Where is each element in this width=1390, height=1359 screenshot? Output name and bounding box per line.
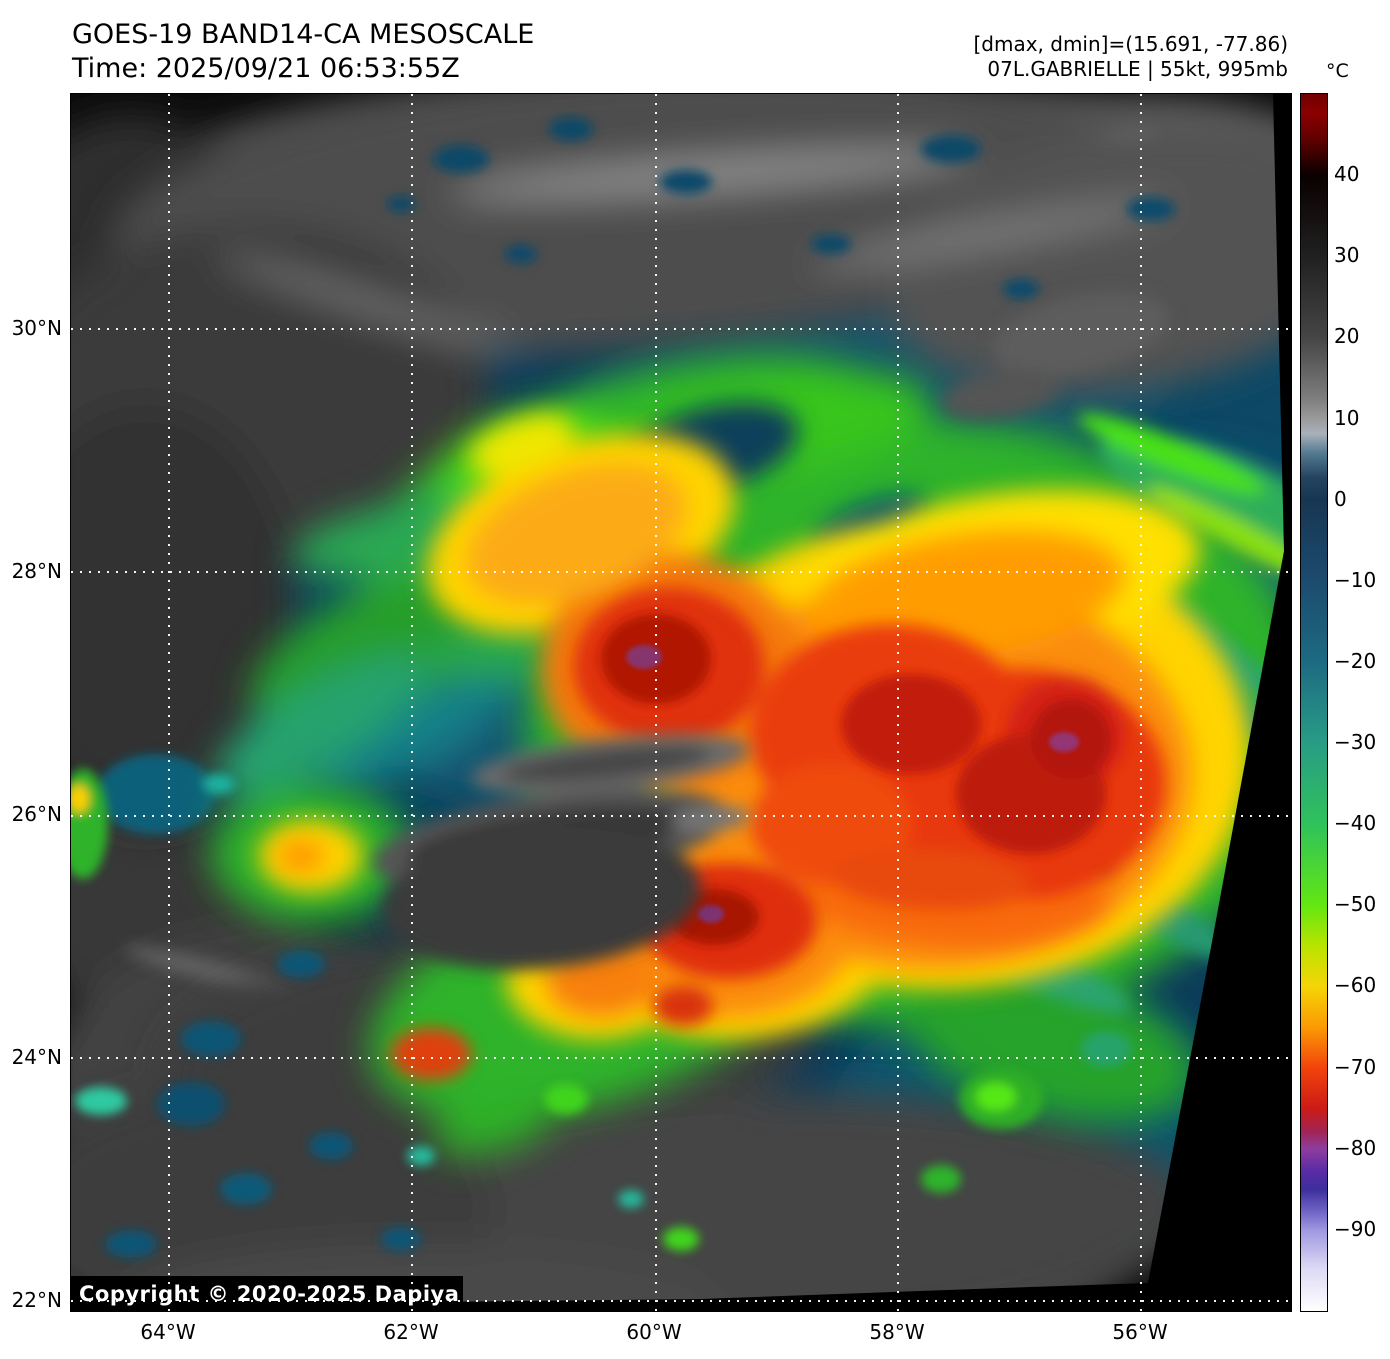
colorbar-tick-label: −10 [1334, 567, 1377, 592]
storm-status-readout: 07L.GABRIELLE | 55kt, 995mb [987, 57, 1288, 81]
copyright-text: Copyright © 2020-2025 Dapiya [79, 1282, 460, 1306]
dmax-dmin-readout: [dmax, dmin]=(15.691, -77.86) [973, 32, 1288, 56]
lon-tick-label: 60°W [626, 1320, 682, 1344]
satellite-image [71, 94, 1291, 1311]
satellite-map: Copyright © 2020-2025 Dapiya [70, 93, 1292, 1312]
page-title: GOES-19 BAND14-CA MESOSCALE [72, 19, 535, 50]
small-convective-cells [71, 769, 1131, 1251]
no-data-mask [71, 94, 1291, 1311]
colorbar-tick-label: −90 [1334, 1216, 1377, 1241]
timestamp: Time: 2025/09/21 06:53:55Z [72, 53, 460, 84]
lat-tick-label: 26°N [11, 802, 62, 826]
colorbar-tick-label: −60 [1334, 973, 1377, 998]
latitude-axis: 30°N 28°N 26°N 24°N 22°N [0, 93, 62, 1312]
colorbar-tick-label: 40 [1334, 162, 1360, 187]
annotation-block: [dmax, dmin]=(15.691, -77.86) 07L.GABRIE… [890, 32, 1288, 82]
colorbar-tick-label: 20 [1334, 324, 1360, 349]
colorbar-tick-label: −50 [1334, 892, 1377, 917]
longitude-axis: 64°W 62°W 60°W 58°W 56°W [70, 1320, 1290, 1346]
colorbar-tick-label: −20 [1334, 648, 1377, 673]
small-blue-cloud-patches [96, 117, 1175, 1258]
colorbar-tick-label: 10 [1334, 405, 1360, 430]
colorbar-tick-label: −70 [1334, 1054, 1377, 1079]
colorbar-tick-label: 30 [1334, 243, 1360, 268]
lon-tick-label: 64°W [140, 1320, 196, 1344]
anvil-gray-overlay [71, 94, 1291, 1311]
colorbar [1300, 93, 1328, 1312]
lat-tick-label: 22°N [11, 1288, 62, 1312]
colorbar-tick-label: −40 [1334, 811, 1377, 836]
lat-tick-label: 24°N [11, 1045, 62, 1069]
colorbar-unit-label: °C [1326, 60, 1349, 82]
lon-tick-label: 58°W [869, 1320, 925, 1344]
lon-tick-label: 56°W [1112, 1320, 1168, 1344]
colorbar-tick-label: 0 [1334, 486, 1347, 511]
copyright-bar [71, 1276, 463, 1311]
lon-tick-label: 62°W [383, 1320, 439, 1344]
gray-finger-clouds [372, 292, 1170, 971]
lat-tick-label: 30°N [11, 316, 62, 340]
lat-tick-label: 28°N [11, 559, 62, 583]
overshooting-top-purple [626, 645, 1079, 923]
colorbar-tick-label: −80 [1334, 1135, 1377, 1160]
colorbar-tick-label: −30 [1334, 730, 1377, 755]
colorbar-tick-labels: 40 30 20 10 0 −10 −20 −30 −40 −50 −60 −70 −80 −90 [1334, 93, 1390, 1310]
